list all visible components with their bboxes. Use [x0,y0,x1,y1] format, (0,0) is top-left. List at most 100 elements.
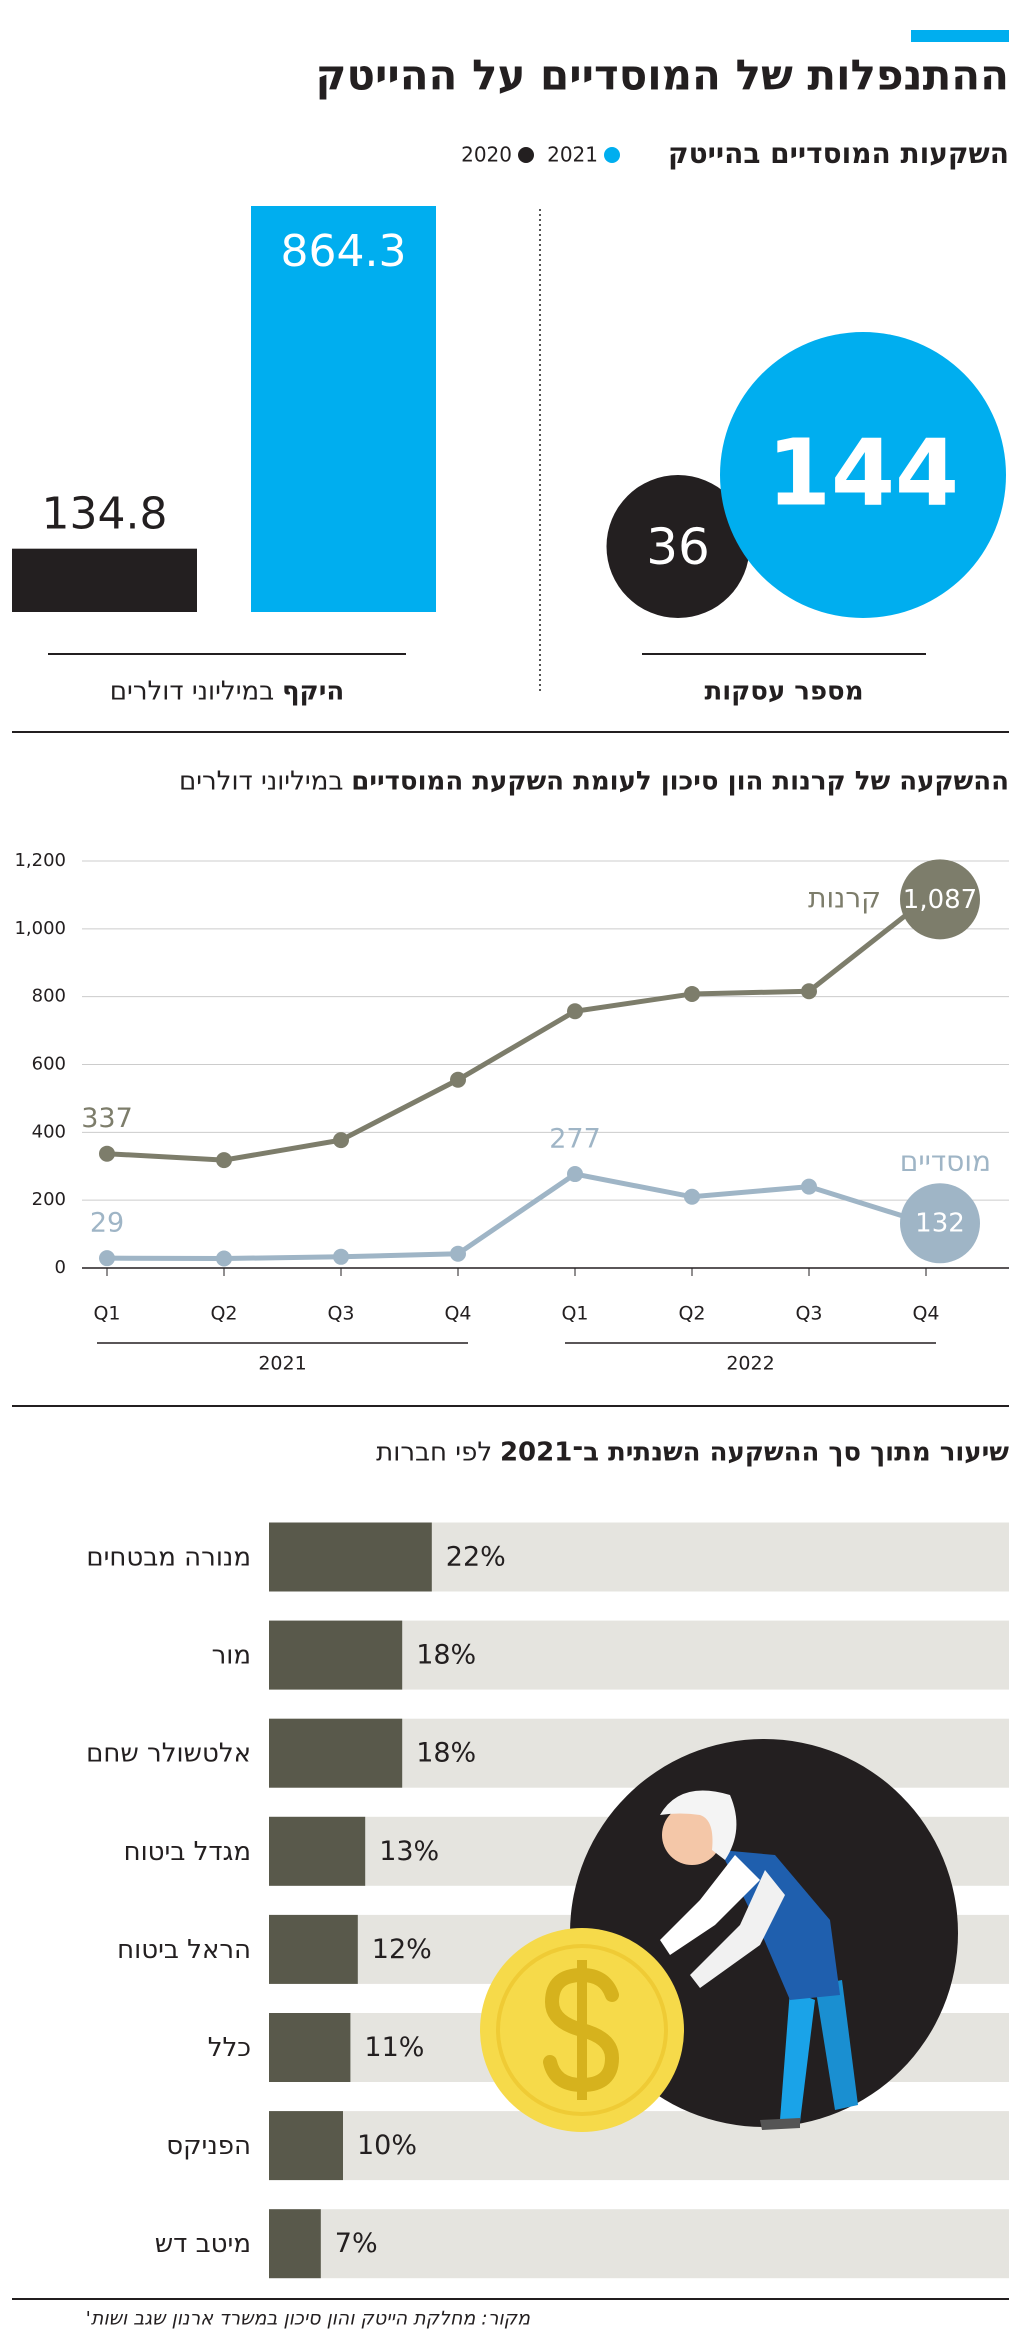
category-label: הפניקס [166,2131,251,2161]
illustration-arm [690,1870,785,1988]
series-name: מוסדיים [900,1145,991,1178]
point [216,1152,232,1169]
legend-label: 2021 [547,143,598,167]
point [684,985,700,1002]
x-tick-label: Q4 [444,1303,471,1325]
bar-track [269,2111,1009,2181]
group-label: 2022 [726,1353,774,1375]
x-tick-label: Q4 [912,1303,939,1325]
bar [269,1718,403,1788]
point [333,1248,349,1265]
category-label: אלטשולר שחם [86,1739,251,1769]
illustration-leg [815,1980,858,2110]
value-label: 12% [372,1934,432,1965]
point [450,1245,466,1262]
point [450,1071,466,1088]
value-label: 22% [446,1542,506,1573]
bubble-value: 36 [646,518,710,576]
label-bold: ההשקעה של קרנות הון סיכון לעומת השקעת המ… [351,767,1009,797]
bar-value: 864.3 [281,226,407,277]
category-label: מיטב דש [155,2229,251,2259]
y-tick-label: 800 [32,986,66,1007]
category-label: מגדל ביטוח [124,1837,251,1867]
bubble [720,332,1006,618]
point [216,1250,232,1267]
category-label: הראל ביטוח [117,1935,251,1965]
bar [12,548,197,612]
value-label: 277 [549,1124,601,1155]
end-marker [900,1183,980,1264]
illustration-hair [660,1790,737,1860]
legend-swatch [518,147,534,163]
end-marker [900,859,980,940]
series-name: קרנות [808,881,881,914]
label: במיליוני דולרים [110,677,274,707]
category-label: כלל [208,2033,251,2063]
legend-swatch [604,147,620,163]
bar [269,2111,343,2181]
point [99,1145,115,1162]
bar-value: 134.8 [42,489,168,540]
x-tick-label: Q3 [795,1303,822,1325]
legend-label: 2020 [461,143,512,167]
y-tick-label: 1,000 [14,918,66,939]
illustration-head [662,1805,722,1865]
illustration-shoe [760,2118,800,2130]
point [567,1003,583,1020]
line-path [106,1171,927,1262]
line-path [106,897,928,1163]
illustration-arm [660,1855,760,1955]
bubble-label: מספר עסקות [704,677,863,707]
x-tick-label: Q2 [210,1303,237,1325]
bubble-value: 144 [767,419,959,526]
point [567,1166,583,1183]
value-label: 29 [90,1208,124,1239]
y-tick-label: 200 [32,1189,66,1210]
bar [269,1816,366,1886]
x-tick-label: Q1 [93,1303,120,1325]
value-label: 1,087 [903,885,977,915]
bar [269,1522,432,1592]
value-label: 13% [379,1836,439,1867]
y-tick-label: 400 [32,1121,66,1142]
coin-ring [496,1944,668,2116]
illustration-leg [780,1990,815,2122]
value-label: 7% [335,2228,378,2259]
x-tick-label: Q2 [678,1303,705,1325]
y-tick-label: 1,200 [14,850,66,871]
bar [269,2013,351,2082]
bubble [606,475,750,618]
y-tick-label: 0 [55,1257,66,1278]
label-bold: היקף [282,677,344,707]
value-label: 10% [357,2130,417,2161]
value-label: 18% [416,1640,476,1671]
illustration [480,1739,958,2132]
subtitle: השקעות המוסדיים בהייטק [668,137,1009,170]
bar [269,1914,358,1984]
accent-bar [911,30,1009,42]
value-label: 18% [416,1738,476,1769]
group-label: 2021 [258,1353,306,1375]
x-tick-label: Q3 [327,1303,354,1325]
title: ההתנפלות של המוסדיים על ההייטק [316,51,1009,100]
source: מקור: מחלקת הייטק והון סיכון במשרד ארנון… [86,2308,531,2330]
category-label: מנורה מבטחים [86,1543,251,1573]
point [801,1178,817,1195]
bar [269,2209,321,2279]
category-label: מור [212,1641,251,1671]
y-tick-label: 600 [32,1054,66,1075]
point [684,1188,700,1205]
label: במיליוני דולרים [179,767,343,797]
bar [269,1620,403,1690]
bar [251,206,436,612]
value-label: 132 [915,1209,965,1239]
label-bold: שיעור מתוך סך ההשקעה השנתית ב־2021 [500,1438,1009,1468]
point [801,983,817,1000]
label: לפי חברות [376,1438,492,1468]
bar-track [269,2209,1009,2279]
point [99,1250,115,1267]
value-label: 337 [81,1103,133,1134]
point [333,1132,349,1149]
x-tick-label: Q1 [561,1303,588,1325]
